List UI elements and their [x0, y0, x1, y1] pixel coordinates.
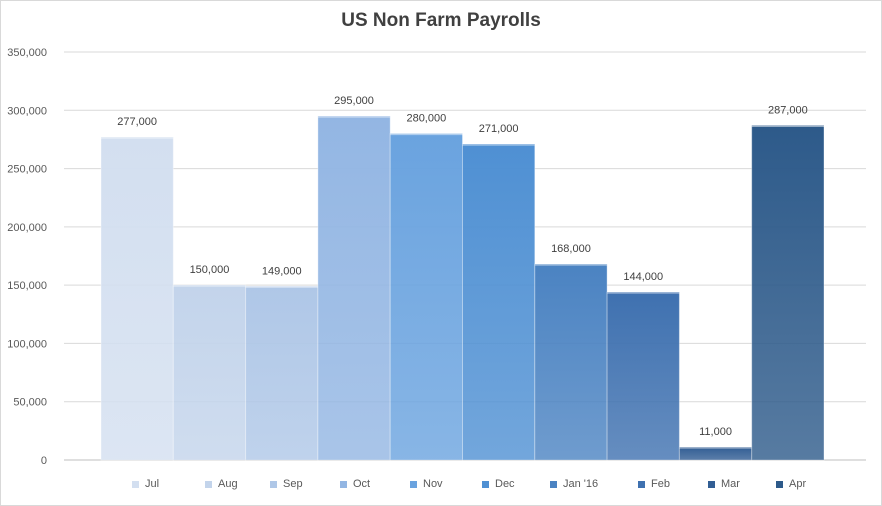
y-tick-label: 250,000 — [7, 164, 47, 176]
y-tick-label: 50,000 — [13, 397, 47, 409]
legend-label: Nov — [423, 478, 443, 490]
bar-sep — [245, 285, 319, 461]
data-label: 150,000 — [190, 264, 230, 276]
legend-label: Dec — [495, 478, 515, 490]
data-label: 149,000 — [262, 265, 302, 277]
bar-feb — [606, 291, 680, 461]
bar-apr — [751, 124, 825, 461]
bar-aug — [172, 284, 247, 461]
legend-item: Feb — [638, 478, 670, 490]
data-label: 277,000 — [117, 116, 157, 128]
legend-swatch — [482, 480, 489, 488]
legend-label: Aug — [218, 478, 238, 490]
data-label: 287,000 — [768, 104, 808, 116]
legend-swatch — [410, 480, 417, 488]
legend-label: Mar — [721, 478, 740, 490]
bar-dec — [462, 143, 536, 461]
legend-swatch — [340, 480, 347, 488]
legend-swatch — [205, 480, 212, 488]
data-label: 11,000 — [699, 426, 732, 438]
legend-label: Sep — [283, 478, 303, 490]
bar-jan-16 — [534, 263, 608, 461]
legend-label: Jul — [145, 478, 160, 490]
legend-item: Nov — [410, 478, 443, 490]
legend-item: Apr — [776, 478, 806, 490]
legend-swatch — [132, 480, 139, 488]
legend-label: Apr — [789, 478, 807, 490]
data-labels: 277,000 150,000 149,000 295,000 280,000 271,0… — [117, 95, 807, 438]
bar-oct — [317, 115, 391, 461]
y-tick-label: 150,000 — [7, 280, 47, 292]
legend-swatch — [776, 480, 783, 488]
data-label: 168,000 — [551, 243, 591, 255]
legend-swatch — [270, 480, 277, 488]
legend-item: Dec — [482, 478, 515, 490]
bar-jul — [100, 136, 174, 461]
y-tick-label: 0 — [41, 455, 47, 467]
legend-item: Oct — [340, 478, 370, 490]
legend-item: Mar — [708, 478, 740, 490]
data-label: 144,000 — [623, 271, 663, 283]
chart-title: US Non Farm Payrolls — [341, 10, 541, 31]
data-label: 295,000 — [334, 95, 374, 107]
data-label: 280,000 — [406, 113, 446, 125]
legend-item: Aug — [205, 478, 238, 490]
data-label: 271,000 — [479, 123, 519, 135]
y-axis-ticks: 0 50,000 100,000 150,000 200,000 250,000 300,0… — [7, 47, 47, 467]
legend-label: Jan '16 — [563, 478, 599, 490]
bar-mar — [678, 446, 753, 461]
legend-item: Jul — [132, 478, 159, 490]
legend-item: Sep — [270, 478, 303, 490]
legend-item: Jan '16 — [550, 478, 598, 490]
legend-swatch — [638, 480, 645, 488]
y-tick-label: 100,000 — [7, 338, 47, 350]
bar-nov — [389, 133, 464, 461]
legend-label: Oct — [353, 478, 371, 490]
y-tick-label: 300,000 — [7, 105, 47, 117]
legend: Jul Aug Sep Oct Nov Dec Jan '16 Feb Mar Apr — [0, 478, 882, 494]
legend-label: Feb — [651, 478, 670, 490]
legend-swatch — [708, 480, 715, 488]
y-tick-label: 200,000 — [7, 222, 47, 234]
legend-swatch — [550, 480, 557, 488]
y-tick-label: 350,000 — [7, 47, 47, 59]
bars — [100, 115, 825, 461]
